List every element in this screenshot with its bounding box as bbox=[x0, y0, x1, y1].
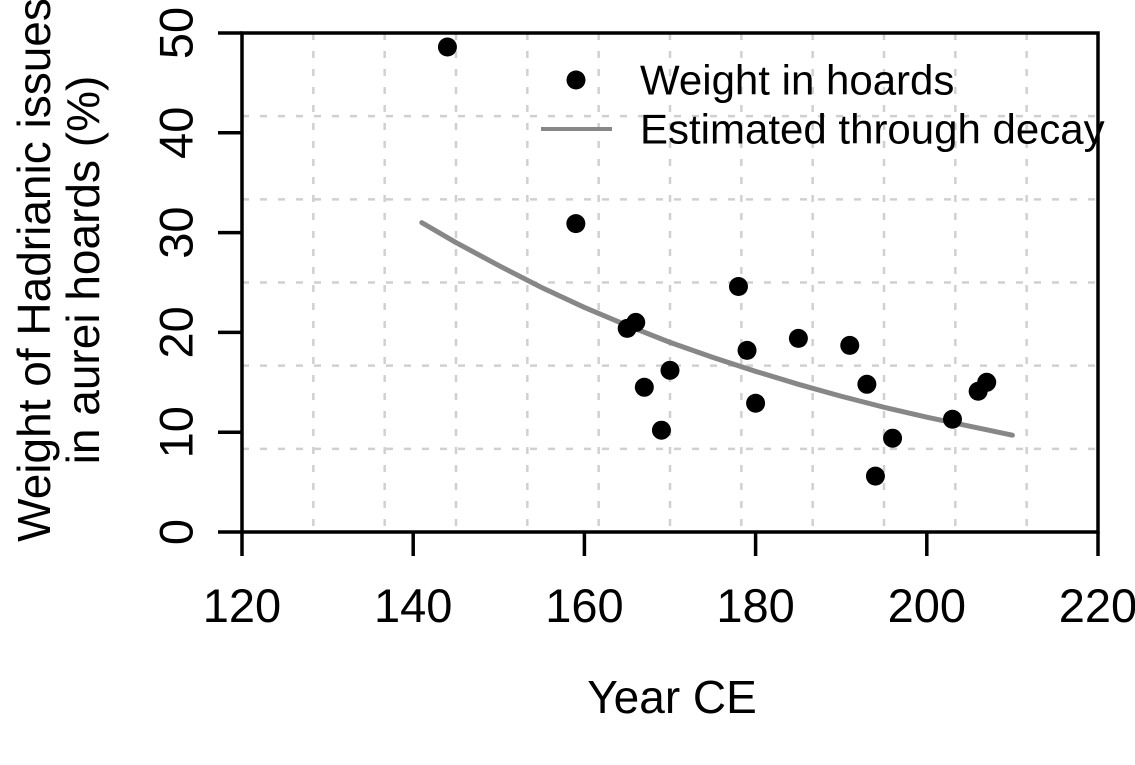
data-point bbox=[746, 393, 766, 413]
data-point bbox=[660, 360, 680, 380]
x-tick-label: 160 bbox=[545, 579, 623, 632]
data-point bbox=[865, 466, 885, 486]
data-point bbox=[977, 372, 997, 392]
data-point bbox=[566, 214, 586, 234]
data-point bbox=[883, 428, 903, 448]
x-tick-label: 120 bbox=[203, 579, 281, 632]
y-tick-label: 0 bbox=[150, 519, 203, 545]
grid bbox=[242, 33, 1098, 532]
y-tick-label: 20 bbox=[150, 306, 203, 358]
plot-frame bbox=[240, 31, 1100, 534]
scatter-series bbox=[437, 37, 997, 486]
y-tick-label: 50 bbox=[150, 7, 203, 59]
legend-point-marker bbox=[566, 70, 586, 90]
y-axis-title-line: in aurei hoards (%) bbox=[57, 76, 109, 465]
data-point bbox=[840, 335, 860, 355]
data-point bbox=[651, 420, 671, 440]
data-point bbox=[728, 276, 748, 296]
data-point bbox=[634, 377, 654, 397]
data-point bbox=[737, 340, 757, 360]
decay-curve bbox=[419, 220, 1015, 438]
data-point bbox=[626, 312, 646, 332]
x-tick-label: 180 bbox=[716, 579, 794, 632]
data-point bbox=[788, 328, 808, 348]
axes bbox=[218, 31, 1100, 556]
y-tick-label: 40 bbox=[150, 107, 203, 159]
y-tick-label: 10 bbox=[150, 406, 203, 458]
x-tick-label: 200 bbox=[888, 579, 966, 632]
y-axis-title-line: Weight of Hadrianic issues bbox=[8, 0, 60, 542]
data-point bbox=[437, 37, 457, 57]
y-tick-label: 30 bbox=[150, 206, 203, 258]
legend-label: Weight in hoards bbox=[640, 57, 954, 104]
x-tick-label: 220 bbox=[1059, 579, 1135, 632]
data-point bbox=[857, 374, 877, 394]
data-point bbox=[942, 409, 962, 429]
x-tick-label: 140 bbox=[374, 579, 452, 632]
x-axis-title: Year CE bbox=[587, 671, 757, 723]
legend-label: Estimated through decay bbox=[640, 106, 1105, 153]
